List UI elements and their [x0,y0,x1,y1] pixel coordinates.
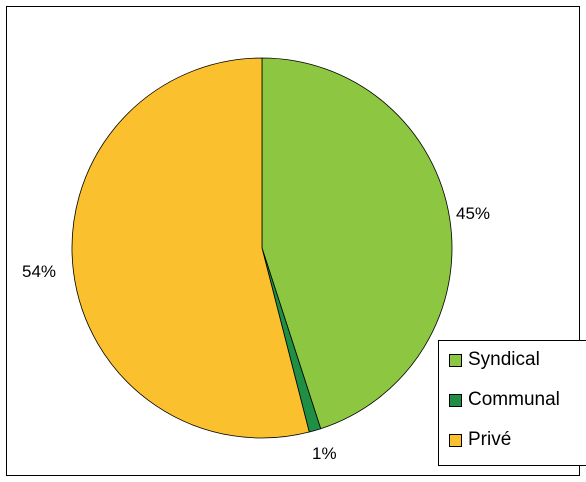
chart-legend: Syndical Communal Privé [438,340,586,466]
legend-item-syndical: Syndical [449,349,540,371]
legend-item-prive: Privé [449,429,511,451]
legend-item-communal: Communal [449,389,560,411]
slice-label-communal: 1% [312,444,337,463]
legend-label-prive: Privé [468,429,512,450]
legend-swatch-communal [449,393,462,407]
legend-swatch-prive [449,433,462,447]
slice-label-prive: 54% [22,262,57,281]
pie-slice-prive [71,57,310,439]
slice-label-syndical: 45% [456,204,491,223]
legend-swatch-syndical [449,353,462,367]
legend-label-communal: Communal [468,389,560,410]
pie-slice-syndical [261,57,453,430]
legend-label-syndical: Syndical [468,349,540,370]
